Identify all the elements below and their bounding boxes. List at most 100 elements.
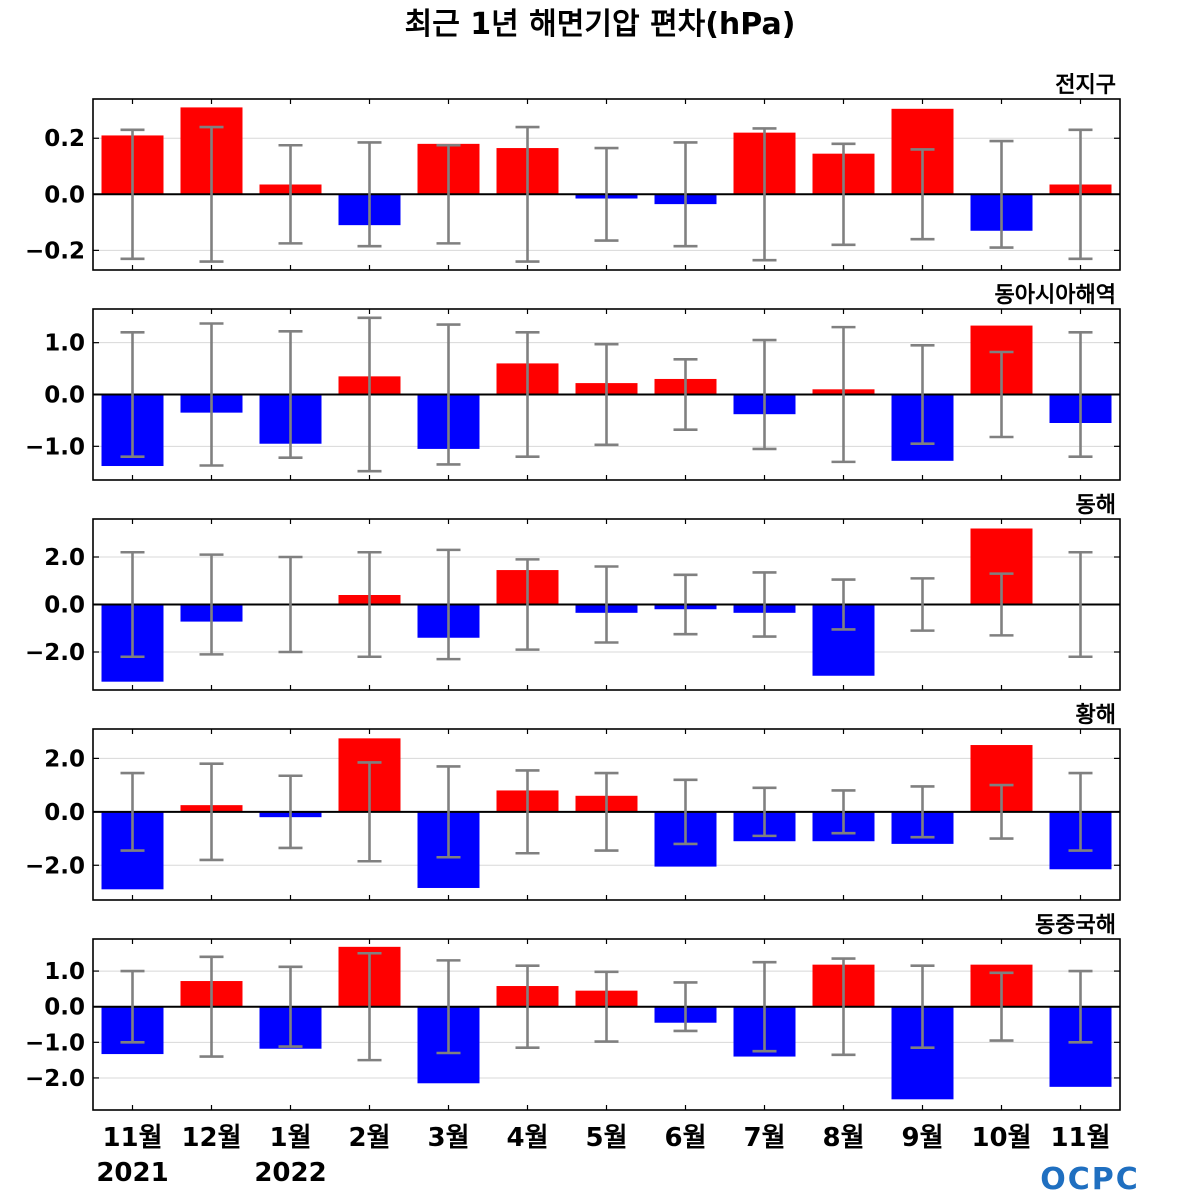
error-bar xyxy=(831,957,856,1057)
error-bar xyxy=(1068,128,1093,261)
error-bar xyxy=(436,959,461,1055)
error-bar xyxy=(436,323,461,466)
y-tick-label: 0.0 xyxy=(44,383,85,409)
error-bar xyxy=(989,971,1014,1042)
y-tick-label: −2.0 xyxy=(25,640,85,666)
error-bar xyxy=(831,142,856,247)
error-bar xyxy=(515,964,540,1049)
error-bar xyxy=(515,331,540,458)
x-year-label: 2022 xyxy=(254,1158,326,1188)
y-tick-label: 1.0 xyxy=(44,331,85,357)
chart-panels: 0.2 0.0 −0.2 전지구 1.0 0.0 −1.0 동아시아해역 2.0 0.0 −2.0 동… xyxy=(25,73,1121,1111)
error-bar xyxy=(278,965,303,1048)
error-bar xyxy=(594,565,619,644)
error-bar xyxy=(120,550,145,659)
error-bar xyxy=(199,762,224,862)
error-bar xyxy=(120,969,145,1044)
panel-region-label: 동중국해 xyxy=(1035,913,1116,938)
error-bar xyxy=(199,125,224,263)
x-tick-label: 2월 xyxy=(348,1123,390,1153)
error-bar xyxy=(120,771,145,852)
error-bar xyxy=(910,785,935,839)
x-tick-label: 12월 xyxy=(181,1123,241,1153)
error-bar xyxy=(120,128,145,261)
panel-frame xyxy=(92,98,1121,271)
y-tick-label: 0.0 xyxy=(44,182,85,208)
y-tick-label: −1.0 xyxy=(25,1030,85,1056)
error-bar xyxy=(989,139,1014,249)
x-tick-label: 8월 xyxy=(822,1123,864,1153)
error-bar xyxy=(594,342,619,447)
error-bar xyxy=(752,786,777,838)
x-tick-label: 11월 xyxy=(1050,1123,1110,1153)
x-tick-label: 10월 xyxy=(971,1123,1031,1153)
error-bar xyxy=(278,555,303,654)
y-tick-label: 0.2 xyxy=(44,126,85,152)
y-tick-label: 0.0 xyxy=(44,800,85,826)
error-bar xyxy=(1068,771,1093,852)
error-bar xyxy=(752,571,777,638)
error-bar xyxy=(436,143,461,245)
error-bar xyxy=(357,550,382,659)
panel-frame xyxy=(92,518,1121,691)
panel-4: 2.0 0.0 −2.0 황해 xyxy=(25,703,1121,901)
error-bar xyxy=(594,146,619,242)
error-bar xyxy=(831,578,856,631)
error-bar xyxy=(910,343,935,446)
x-tick-label: 4월 xyxy=(506,1123,548,1153)
error-bar xyxy=(357,316,382,473)
error-bar xyxy=(989,350,1014,439)
x-year-label: 2021 xyxy=(96,1158,168,1188)
error-bar xyxy=(594,771,619,852)
error-bar xyxy=(673,573,698,636)
error-bar xyxy=(673,778,698,846)
error-bar xyxy=(831,325,856,464)
panel-frame xyxy=(92,308,1121,481)
error-bar xyxy=(910,964,935,1049)
y-tick-label: 0.0 xyxy=(44,593,85,619)
panel-2: 1.0 0.0 −1.0 동아시아해역 xyxy=(25,283,1121,481)
x-tick-label: 6월 xyxy=(664,1123,706,1153)
x-tick-label: 11월 xyxy=(102,1123,162,1153)
error-bar xyxy=(515,125,540,263)
error-bar xyxy=(1068,550,1093,659)
error-bar xyxy=(910,148,935,241)
error-bar xyxy=(1068,969,1093,1044)
error-bar xyxy=(673,981,698,1033)
error-bar xyxy=(278,774,303,850)
y-tick-label: −2.0 xyxy=(25,853,85,879)
panel-region-label: 황해 xyxy=(1076,703,1116,728)
error-bar xyxy=(199,553,224,656)
panel-3: 2.0 0.0 −2.0 동해 xyxy=(25,493,1121,691)
error-bar xyxy=(357,951,382,1062)
y-tick-label: 1.0 xyxy=(44,959,85,985)
error-bar xyxy=(594,970,619,1043)
panel-1: 0.2 0.0 −0.2 전지구 xyxy=(25,73,1121,271)
error-bar xyxy=(515,769,540,855)
error-bar xyxy=(673,357,698,432)
error-bar xyxy=(752,960,777,1053)
x-tick-label: 9월 xyxy=(901,1123,943,1153)
panel-5: 1.0 0.0 −1.0 −2.0 동중국해 xyxy=(25,913,1121,1111)
error-bar xyxy=(989,572,1014,637)
x-tick-label: 5월 xyxy=(585,1123,627,1153)
y-tick-label: −1.0 xyxy=(25,434,85,460)
panel-region-label: 전지구 xyxy=(1055,73,1116,98)
y-tick-label: −2.0 xyxy=(25,1066,85,1092)
panel-frame xyxy=(92,938,1121,1111)
error-bar xyxy=(1068,331,1093,458)
error-bar xyxy=(278,143,303,245)
y-tick-label: 2.0 xyxy=(44,545,85,571)
chart-title: 최근 1년 해면기압 편차(hPa) xyxy=(405,7,796,42)
error-bar xyxy=(989,783,1014,840)
error-bar xyxy=(752,338,777,451)
error-bar xyxy=(199,322,224,467)
error-bar xyxy=(752,127,777,262)
error-bar xyxy=(357,141,382,248)
ocpc-logo: OCPC xyxy=(1040,1162,1140,1197)
y-tick-label: 0.0 xyxy=(44,995,85,1021)
error-bar xyxy=(673,141,698,248)
ocpc-logo-text: OCPC xyxy=(1040,1162,1140,1197)
error-bar xyxy=(436,548,461,661)
